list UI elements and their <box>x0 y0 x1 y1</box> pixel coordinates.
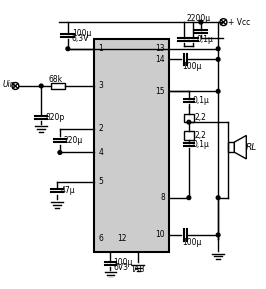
Text: 0,1µ: 0,1µ <box>192 96 209 105</box>
Text: 5: 5 <box>98 177 103 186</box>
Bar <box>184 131 194 140</box>
Circle shape <box>216 196 220 200</box>
Text: 100µ: 100µ <box>182 238 202 247</box>
Text: 0,1µ: 0,1µ <box>192 140 209 149</box>
Circle shape <box>216 58 220 61</box>
Text: 6,3V: 6,3V <box>72 34 89 42</box>
Text: 13: 13 <box>155 44 165 53</box>
Circle shape <box>216 233 220 237</box>
Bar <box>51 83 65 89</box>
Text: 6V3: 6V3 <box>114 263 128 272</box>
Text: 68k: 68k <box>48 75 63 84</box>
Circle shape <box>216 47 220 51</box>
Text: 47µ: 47µ <box>60 186 75 195</box>
Bar <box>228 142 234 152</box>
Circle shape <box>199 20 203 24</box>
Text: 100µ: 100µ <box>114 258 133 267</box>
Text: 220µ: 220µ <box>63 136 82 145</box>
Bar <box>184 114 194 122</box>
Text: 6: 6 <box>98 234 103 243</box>
Text: 8: 8 <box>160 193 165 202</box>
Text: 0,1µ: 0,1µ <box>196 35 213 44</box>
Text: 820p: 820p <box>45 113 64 123</box>
Text: 4: 4 <box>98 148 103 157</box>
Text: 3: 3 <box>98 81 103 90</box>
Circle shape <box>58 151 62 154</box>
Circle shape <box>66 47 70 51</box>
Text: 12: 12 <box>117 234 127 243</box>
Text: Uin: Uin <box>3 80 15 89</box>
Text: RL: RL <box>246 143 257 152</box>
Text: TAB: TAB <box>131 265 146 274</box>
Text: 2,2: 2,2 <box>195 131 207 140</box>
Circle shape <box>187 120 191 124</box>
Text: 14: 14 <box>155 55 165 64</box>
Text: 100µ: 100µ <box>72 29 91 38</box>
Text: 2: 2 <box>98 124 103 133</box>
Text: 2,2: 2,2 <box>195 113 207 123</box>
Text: 2200µ: 2200µ <box>186 14 210 23</box>
Text: 10: 10 <box>155 230 165 240</box>
Text: 100µ: 100µ <box>182 62 202 71</box>
Text: 15: 15 <box>155 87 165 96</box>
Circle shape <box>39 84 43 88</box>
Text: 1: 1 <box>98 44 103 53</box>
Polygon shape <box>234 136 246 159</box>
Text: + Vcc: + Vcc <box>228 18 251 27</box>
Circle shape <box>187 196 191 200</box>
Circle shape <box>216 89 220 93</box>
Bar <box>94 39 169 252</box>
